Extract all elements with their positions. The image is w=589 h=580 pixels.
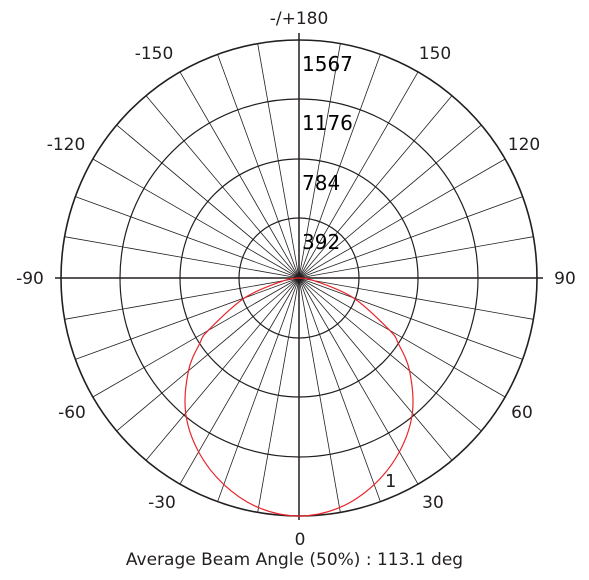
angle-tick-label: 60 [511,403,533,423]
angle-tick-label: -30 [148,493,176,513]
radial-tick-label: 392 [302,230,340,254]
angle-tick-label: -120 [47,135,86,155]
grid-spoke [64,236,300,279]
grid-spoke [298,95,453,279]
grid-spoke [298,236,534,279]
angle-tick-label: 90 [554,269,576,289]
grid-spoke [298,277,453,461]
grid-spoke [298,277,534,320]
angle-tick-label: 120 [508,135,540,155]
radial-tick-label: 784 [302,171,340,195]
angle-tick-label: 150 [419,44,451,64]
angle-tick-label: 30 [422,493,444,513]
grid-spoke [298,196,523,279]
angle-tick-label: -90 [16,269,44,289]
grid-spoke [298,277,341,513]
grid-spoke [116,277,300,432]
intensity-curve-group [184,277,414,517]
grid-spoke [298,277,482,432]
grid-spoke [116,124,300,279]
grid-spoke [257,277,300,513]
angle-tick-label: 0 [295,530,306,545]
beam-angle-caption: Average Beam Angle (50%) : 113.1 deg [125,550,464,570]
grid-spoke [75,277,300,360]
grid-spoke [64,277,300,320]
grid-spoke [257,43,300,279]
grid-spoke [298,124,482,279]
polar-chart: 1 -/+180 150 120 90 60 30 0 -30 -60 -90 -120 -150 392… [16,9,576,545]
grid-spoke [75,196,300,279]
polar-labels: 1 -/+180 150 120 90 60 30 0 -30 -60 -90 -120 -150 392… [16,9,576,545]
series-curve-1 [184,277,414,517]
grid-spoke [298,277,506,398]
grid-spoke [179,71,300,279]
grid-spoke [179,277,300,485]
grid-spoke [298,277,419,485]
angle-tick-label: -150 [135,44,174,64]
grid-spoke [298,43,341,279]
grid-spoke [298,277,381,502]
grid-spoke [298,54,381,279]
angle-tick-label: -/+180 [270,9,329,29]
series-label-1: 1 [385,471,396,492]
angle-tick-label: -60 [58,403,86,423]
grid-spoke [298,158,506,279]
grid-spoke [92,277,300,398]
radial-tick-label: 1176 [302,111,353,135]
polar-grid [55,33,543,520]
grid-spoke [217,277,300,502]
grid-spoke [145,277,300,461]
radial-tick-label: 1567 [302,52,353,76]
grid-spoke [92,158,300,279]
grid-spoke [217,54,300,279]
grid-spoke [145,95,300,279]
grid-spoke [298,71,419,279]
grid-spoke [298,277,523,360]
